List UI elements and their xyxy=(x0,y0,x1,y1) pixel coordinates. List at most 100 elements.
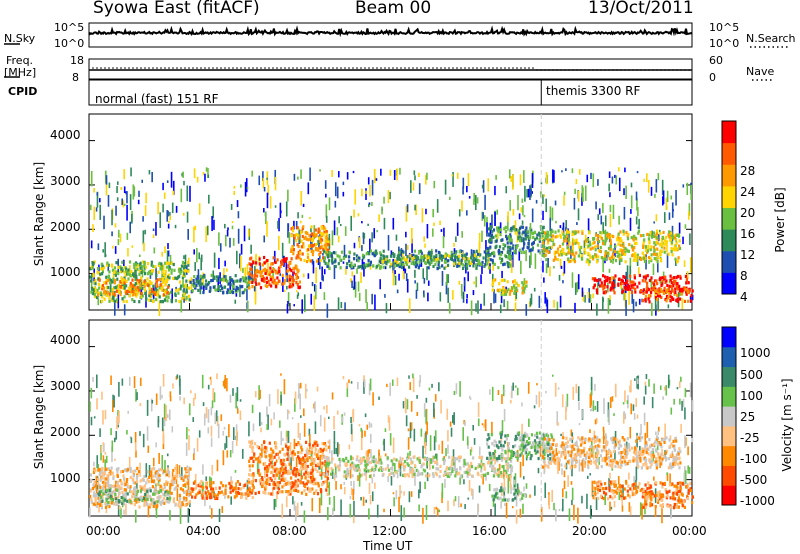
velocity-echo-cell xyxy=(220,481,223,485)
velocity-echo-speck xyxy=(350,381,353,384)
power-echo-speck xyxy=(494,211,496,226)
nave-point xyxy=(412,67,414,69)
velocity-echo-cell xyxy=(239,495,243,499)
power-echo-speck xyxy=(353,242,356,249)
velocity-echo-cell xyxy=(205,496,208,500)
velocity-echo-speck xyxy=(297,422,300,438)
velocity-echo-speck xyxy=(157,415,160,423)
velocity-echo-cell xyxy=(105,488,109,492)
power-colorbar-frame xyxy=(721,120,737,295)
power-echo-cell xyxy=(255,261,258,265)
velocity-echo-cell xyxy=(112,502,116,506)
power-echo-cell xyxy=(186,260,190,265)
velocity-echo-cell xyxy=(303,466,306,470)
power-echo-cell xyxy=(143,284,146,289)
velocity-echo-cell xyxy=(321,442,324,446)
velocity-echo-speck xyxy=(222,380,225,387)
power-echo-cell xyxy=(277,279,280,283)
velocity-echo-speck xyxy=(519,461,522,478)
power-echo-cell xyxy=(653,256,656,261)
velocity-echo-speck xyxy=(666,472,668,476)
nave-point xyxy=(372,67,374,69)
power-echo-cell xyxy=(251,280,254,285)
power-echo-cell xyxy=(684,288,687,292)
velocity-echo-speck xyxy=(413,428,416,442)
velocity-echo-speck xyxy=(512,382,515,391)
power-echo-cell xyxy=(210,279,213,283)
power-echo-speck xyxy=(389,191,391,200)
nave-point xyxy=(520,67,522,69)
velocity-echo-cell xyxy=(129,469,132,474)
power-echo-cell xyxy=(207,280,211,285)
power-echo-speck xyxy=(609,204,612,213)
power-echo-cell xyxy=(652,234,656,238)
power-echo-cell xyxy=(642,233,645,238)
power-echo-cell xyxy=(450,257,454,261)
velocity-echo-speck xyxy=(192,397,195,406)
velocity-echo-cell xyxy=(188,500,192,504)
power-echo-cell xyxy=(442,254,445,259)
power-echo-cell xyxy=(136,286,139,290)
power-echo-cell xyxy=(107,263,110,267)
power-echo-cell xyxy=(668,230,671,234)
power-echo-cell xyxy=(669,274,672,278)
power-echo-cell xyxy=(185,283,189,288)
nave-point xyxy=(188,67,190,69)
power-echo-cell xyxy=(94,287,97,291)
power-echo-speck xyxy=(129,194,132,211)
power-echo-cell xyxy=(653,289,657,293)
power-echo-speck xyxy=(246,289,248,301)
velocity-echo-speck xyxy=(594,383,596,391)
power-echo-cell xyxy=(319,258,322,263)
velocity-echo-speck xyxy=(414,471,416,486)
velocity-echo-speck xyxy=(464,504,466,509)
velocity-echo-cell xyxy=(235,493,238,497)
power-echo-speck xyxy=(636,171,639,174)
power-echo-speck xyxy=(351,280,353,289)
velocity-echo-speck xyxy=(521,402,523,407)
velocity-echo-speck xyxy=(450,427,453,437)
power-echo-cell xyxy=(196,275,199,279)
velocity-echo-cell xyxy=(156,500,159,504)
velocity-echo-cell xyxy=(209,480,212,484)
power-echo-cell xyxy=(400,265,404,270)
velocity-echo-speck xyxy=(641,503,643,520)
velocity-cbar-tick-1000: 1000 xyxy=(740,346,771,360)
power-echo-cell xyxy=(296,282,299,287)
power-echo-cell xyxy=(669,238,672,242)
power-echo-speck xyxy=(237,228,240,244)
velocity-echo-cell xyxy=(122,474,125,478)
power-echo-cell xyxy=(296,275,300,280)
velocity-echo-cell xyxy=(138,505,141,509)
power-echo-cell xyxy=(89,267,92,271)
velocity-echo-cell xyxy=(144,498,147,502)
power-echo-cell xyxy=(654,296,658,300)
velocity-echo-speck xyxy=(205,476,208,481)
power-echo-speck xyxy=(373,168,376,184)
power-echo-cell xyxy=(268,283,271,287)
velocity-echo-cell xyxy=(155,501,158,505)
velocity-echo-cell xyxy=(149,489,152,493)
velocity-echo-speck xyxy=(207,384,210,390)
power-echo-speck xyxy=(671,225,674,242)
velocity-echo-speck xyxy=(510,399,512,404)
power-echo-speck xyxy=(499,304,502,314)
power-echo-speck xyxy=(336,186,339,199)
power-echo-cell xyxy=(621,251,624,255)
power-echo-speck xyxy=(175,286,177,291)
power-echo-speck xyxy=(213,275,216,281)
power-echo-cell xyxy=(385,262,388,266)
power-echo-cell xyxy=(500,252,503,257)
power-echo-cell xyxy=(232,279,235,283)
power-echo-speck xyxy=(406,279,409,293)
power-echo-cell xyxy=(105,278,108,283)
nave-point xyxy=(652,69,654,71)
power-echo-cell xyxy=(606,285,609,289)
velocity-echo-speck xyxy=(146,426,149,441)
power-echo-cell xyxy=(522,283,525,287)
power-echo-cell xyxy=(180,264,184,268)
power-echo-speck xyxy=(565,168,567,172)
velocity-echo-speck xyxy=(335,466,337,476)
power-echo-cell xyxy=(602,287,605,291)
power-echo-speck xyxy=(162,182,164,191)
